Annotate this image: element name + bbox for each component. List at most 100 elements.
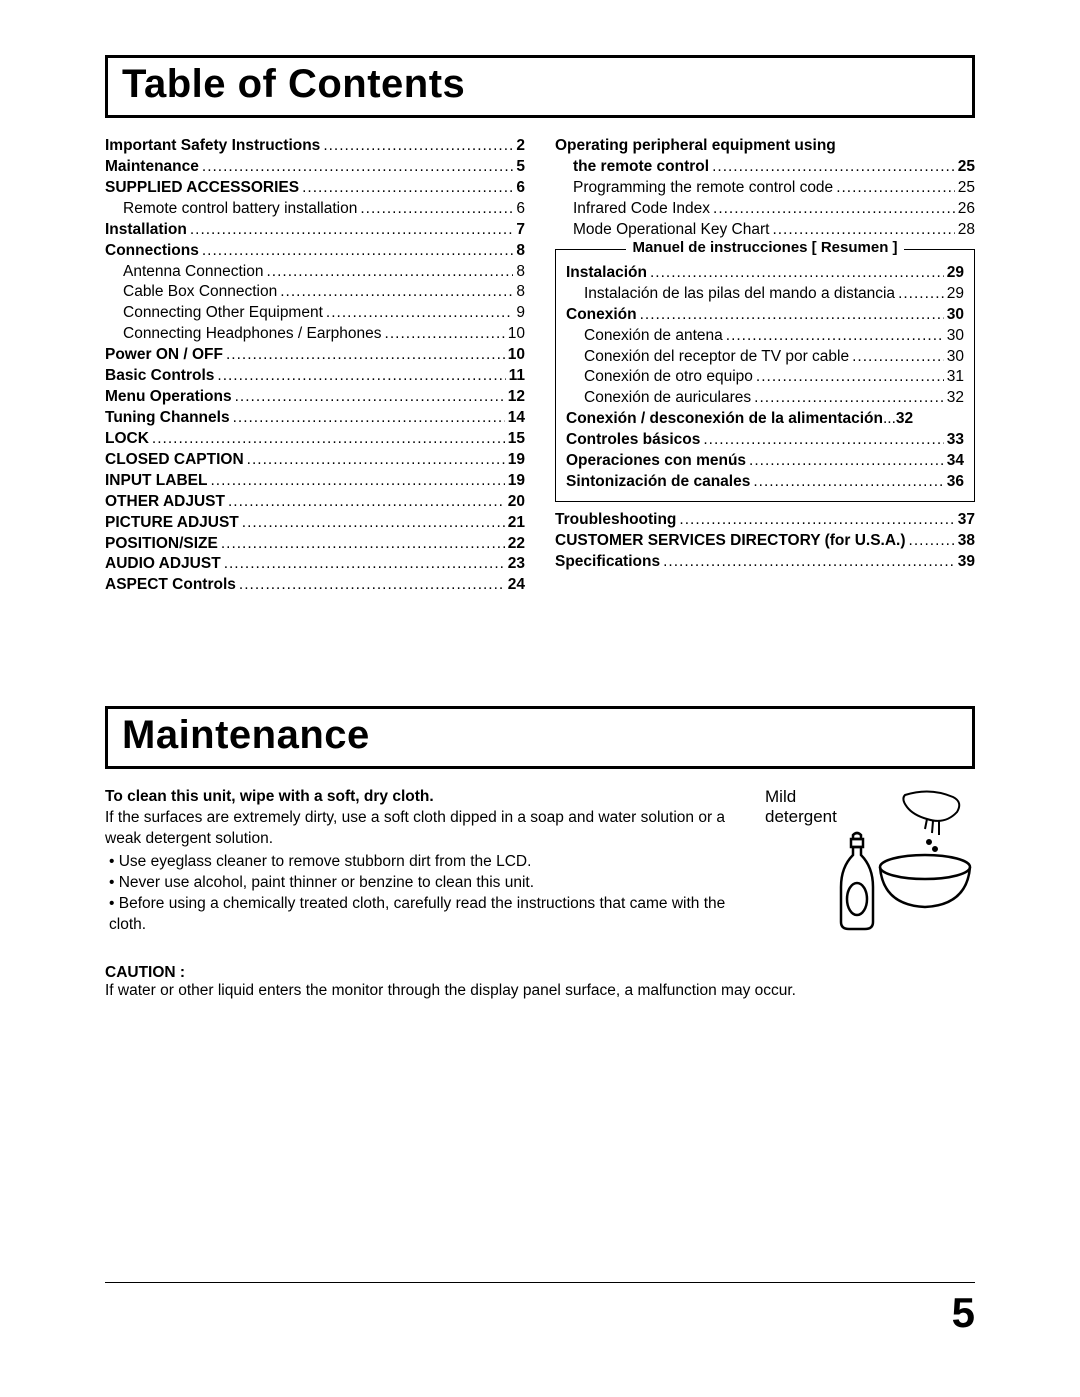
toc-page: 25 — [958, 178, 975, 199]
toc-page: 10 — [508, 345, 525, 366]
toc-page: 23 — [508, 554, 525, 575]
toc-label: Conexión de auriculares — [584, 388, 751, 409]
caution-block: CAUTION : If water or other liquid enter… — [105, 964, 975, 1000]
toc-page: 26 — [958, 199, 975, 220]
toc-page: 8 — [516, 282, 525, 303]
toc-entry: INPUT LABEL19 — [105, 471, 525, 492]
toc-entry: Conexión / desconexión de la alimentació… — [566, 409, 964, 430]
toc-page: 28 — [958, 220, 975, 241]
toc-label: Important Safety Instructions — [105, 136, 320, 157]
toc-page: 5 — [516, 157, 525, 178]
toc-label: LOCK — [105, 429, 149, 450]
toc-entry: Antenna Connection8 — [105, 262, 525, 283]
toc-entry: Operaciones con menús34 — [566, 451, 964, 472]
toc-entry: Basic Controls11 — [105, 366, 525, 387]
toc-page: 21 — [508, 513, 525, 534]
toc-label: Conexión — [566, 305, 637, 326]
maintenance-body: To clean this unit, wipe with a soft, dr… — [105, 787, 975, 935]
toc-label: Infrared Code Index — [573, 199, 710, 220]
toc-label: Specifications — [555, 552, 660, 573]
toc-label: Cable Box Connection — [123, 282, 277, 303]
toc-label: Connections — [105, 241, 199, 262]
toc-label: Conexión de otro equipo — [584, 367, 753, 388]
toc-page: 2 — [516, 136, 525, 157]
toc-label: Troubleshooting — [555, 510, 676, 531]
toc-page: 14 — [508, 408, 525, 429]
toc-entry: Troubleshooting37 — [555, 510, 975, 531]
toc-label: POSITION/SIZE — [105, 534, 218, 555]
toc-entry: Connecting Other Equipment 9 — [105, 303, 525, 324]
toc-label: PICTURE ADJUST — [105, 513, 239, 534]
toc-label: AUDIO ADJUST — [105, 554, 221, 575]
toc-label: Power ON / OFF — [105, 345, 223, 366]
page-footer: 5 — [105, 1282, 975, 1337]
toc-entry: the remote control25 — [555, 157, 975, 178]
manual-page: Table of Contents Important Safety Instr… — [0, 0, 1080, 1397]
toc-page: 29 — [947, 263, 964, 284]
toc-entry: CLOSED CAPTION19 — [105, 450, 525, 471]
toc-page: 30 — [947, 347, 964, 368]
maintenance-bullets: Use eyeglass cleaner to remove stubborn … — [105, 852, 745, 936]
toc-page: 32 — [947, 388, 964, 409]
maintenance-bullet: Never use alcohol, paint thinner or benz… — [109, 873, 745, 894]
toc-page: 9 — [516, 303, 525, 324]
toc-label: Installation — [105, 220, 187, 241]
toc-entry: Instalación de las pilas del mando a dis… — [566, 284, 964, 305]
toc-page: 34 — [947, 451, 964, 472]
maintenance-intro-text: If the surfaces are extremely dirty, use… — [105, 808, 745, 850]
toc-label: Remote control battery installation — [123, 199, 357, 220]
toc-page: 31 — [947, 367, 964, 388]
toc-page: 7 — [516, 220, 525, 241]
toc-label: SUPPLIED ACCESSORIES — [105, 178, 299, 199]
toc-label: Instalación de las pilas del mando a dis… — [584, 284, 895, 305]
toc-entry: Operating peripheral equipment using — [555, 136, 975, 157]
detergent-icon — [835, 787, 975, 937]
maintenance-illustration: Mild detergent — [765, 787, 975, 935]
toc-entry: Infrared Code Index 26 — [555, 199, 975, 220]
toc-entry: Connections8 — [105, 241, 525, 262]
detergent-label: Mild detergent — [765, 787, 837, 826]
toc-label: Operating peripheral equipment using — [555, 136, 836, 157]
toc-page: 10 — [508, 324, 525, 345]
toc-page: 6 — [516, 199, 525, 220]
toc-label: Antenna Connection — [123, 262, 263, 283]
toc-entry: Tuning Channels 14 — [105, 408, 525, 429]
toc-entry: Remote control battery installation 6 — [105, 199, 525, 220]
toc-entry: Connecting Headphones / Earphones10 — [105, 324, 525, 345]
toc-label: Programming the remote control code — [573, 178, 833, 199]
toc-entry: Instalación29 — [566, 263, 964, 284]
toc-page: 20 — [508, 492, 525, 513]
toc-page: 30 — [947, 326, 964, 347]
page-number: 5 — [952, 1289, 975, 1336]
toc-entry: Programming the remote control code 25 — [555, 178, 975, 199]
toc-label: Conexión del receptor de TV por cable — [584, 347, 849, 368]
toc-label: Conexión de antena — [584, 326, 723, 347]
toc-label: INPUT LABEL — [105, 471, 207, 492]
toc-entry: Conexión de antena 30 — [566, 326, 964, 347]
toc-entry: Power ON / OFF 10 — [105, 345, 525, 366]
toc-page: 29 — [947, 284, 964, 305]
maintenance-bullet: Use eyeglass cleaner to remove stubborn … — [109, 852, 745, 873]
toc-entry: Sintonización de canales36 — [566, 472, 964, 493]
toc-entry: Important Safety Instructions 2 — [105, 136, 525, 157]
toc-entry: CUSTOMER SERVICES DIRECTORY (for U.S.A.)… — [555, 531, 975, 552]
toc-entry: PICTURE ADJUST 21 — [105, 513, 525, 534]
toc-right-column: Operating peripheral equipment usingthe … — [555, 136, 975, 596]
maintenance-text: To clean this unit, wipe with a soft, dr… — [105, 787, 745, 935]
toc-page: 12 — [508, 387, 525, 408]
toc-entry: LOCK15 — [105, 429, 525, 450]
toc-entry: Installation 7 — [105, 220, 525, 241]
toc-page: 19 — [508, 450, 525, 471]
toc-heading-box: Table of Contents — [105, 55, 975, 118]
toc-label: Basic Controls — [105, 366, 214, 387]
toc-label: Conexión / desconexión de la alimentació… — [566, 409, 883, 430]
toc-entry: OTHER ADJUST20 — [105, 492, 525, 513]
toc-label: Connecting Other Equipment — [123, 303, 323, 324]
toc-page: 6 — [516, 178, 525, 199]
toc-entry: POSITION/SIZE22 — [105, 534, 525, 555]
maintenance-heading: Maintenance — [122, 713, 958, 758]
toc-label: Menu Operations — [105, 387, 232, 408]
toc-entry: Menu Operations 12 — [105, 387, 525, 408]
toc-page: 32 — [896, 409, 913, 430]
toc-label: Tuning Channels — [105, 408, 230, 429]
